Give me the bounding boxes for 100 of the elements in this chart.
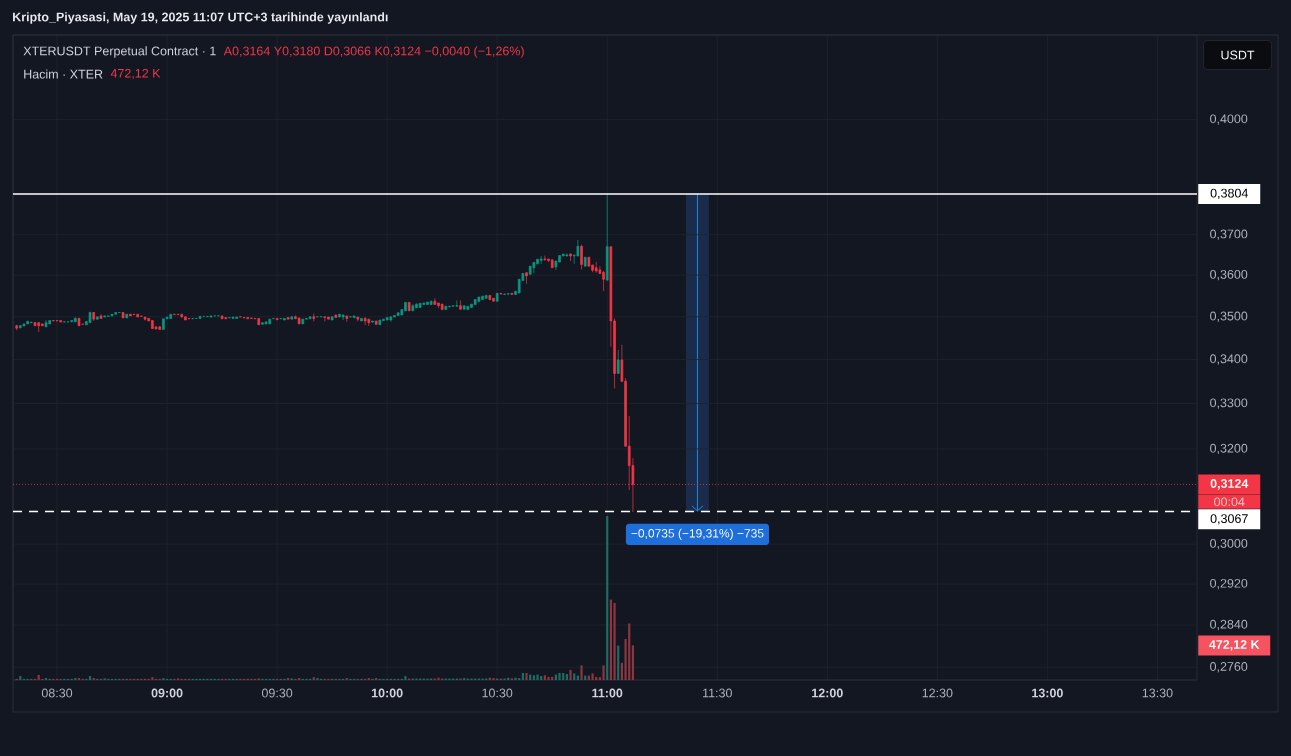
bar <box>606 516 609 680</box>
candlestick <box>99 313 103 319</box>
candlestick <box>103 315 107 318</box>
candlestick <box>275 318 279 321</box>
candlestick <box>129 313 132 317</box>
x-tick-label: 13:30 <box>1142 688 1173 698</box>
candlestick <box>367 318 371 327</box>
bar <box>514 677 517 680</box>
bar <box>151 677 154 680</box>
y-tick-label: 0,3700 <box>1210 229 1248 240</box>
text: A0,3164 Y0,3180 D0,3066 K0,3124 −0,0040 (−1,26%) <box>223 46 524 58</box>
candlestick <box>297 317 301 325</box>
y-tick-label: 0,3200 <box>1210 443 1248 455</box>
bar <box>37 674 40 680</box>
candlestick <box>308 316 312 320</box>
bar <box>631 645 635 680</box>
candlestick <box>257 318 261 326</box>
ref-line-label: 0,3067 <box>1210 514 1248 525</box>
candlestick <box>473 299 477 305</box>
y-tick-label: 0,3000 <box>1210 538 1248 550</box>
candlestick <box>235 316 239 319</box>
candlestick <box>616 349 620 374</box>
annotation: −0,0735 (−19,31%) −735 <box>631 528 764 540</box>
bar <box>628 623 631 680</box>
candlestick <box>444 305 448 310</box>
text: 00:04 <box>1214 497 1245 507</box>
candlestick <box>268 318 272 325</box>
bar <box>558 672 561 680</box>
text: XTERUSDT Perpetual Contract · 1 <box>23 46 216 58</box>
candlestick <box>569 252 572 262</box>
candlestick <box>481 295 484 300</box>
candlestick <box>30 321 33 324</box>
bar <box>525 672 528 680</box>
x-tick-label: 11:00 <box>592 688 623 698</box>
candlestick <box>528 265 532 275</box>
candlestick <box>151 320 154 329</box>
candlestick <box>484 295 488 299</box>
x-tick-label: 09:30 <box>261 688 293 698</box>
x-tick-label: 10:00 <box>371 688 403 698</box>
candlestick <box>37 321 40 333</box>
candlestick <box>352 315 356 318</box>
candlestick <box>261 322 264 325</box>
candlestick <box>539 255 543 265</box>
candlestick <box>286 317 290 320</box>
candlestick <box>323 316 327 322</box>
candlestick <box>396 312 400 316</box>
candlestick <box>371 320 374 324</box>
chart-title: Hacim · XTER <box>24 69 103 79</box>
candlestick <box>231 316 235 319</box>
bar <box>536 674 539 680</box>
candlestick <box>407 302 411 312</box>
x-tick-label: 10:30 <box>482 688 513 698</box>
candlestick <box>338 313 341 318</box>
candlestick <box>360 318 363 322</box>
candlestick <box>550 259 554 269</box>
candlestick <box>26 320 29 325</box>
bar <box>591 673 594 680</box>
candlestick <box>19 324 22 329</box>
y-tick-label: 0,2920 <box>1210 578 1248 590</box>
candlestick <box>543 255 547 261</box>
candlestick <box>488 295 492 301</box>
candlestick <box>440 303 444 310</box>
candlestick <box>74 316 77 323</box>
candlestick <box>580 244 583 270</box>
y-tick-label: 0,3300 <box>1210 398 1248 409</box>
x-tick-label: 12:30 <box>922 688 953 698</box>
candlestick <box>455 299 459 307</box>
candlestick <box>378 319 382 326</box>
candlestick <box>506 292 510 295</box>
candlestick <box>158 325 162 330</box>
candlestick <box>209 315 213 318</box>
candlestick <box>389 316 393 323</box>
candlestick <box>499 292 503 296</box>
candlestick <box>290 316 294 320</box>
candlestick <box>70 319 73 323</box>
ref-line-label: 0,3124 <box>1210 479 1249 490</box>
bar <box>404 676 407 680</box>
candlestick <box>495 292 499 302</box>
candlestick <box>59 319 62 323</box>
candlestick <box>492 297 495 302</box>
y-axis-title: USDT <box>1221 50 1255 60</box>
candlestick <box>264 321 268 325</box>
y-tick-label: 0,4000 <box>1210 114 1248 125</box>
candlestick <box>374 320 378 326</box>
candlestick <box>433 297 437 305</box>
bar <box>569 669 572 680</box>
ref-line-label: 0,3804 <box>1210 188 1248 200</box>
y-tick-label: 0,2760 <box>1210 662 1248 673</box>
y-tick-label: 0,3400 <box>1210 354 1248 365</box>
candlestick <box>363 316 367 326</box>
x-tick-label: 12:00 <box>812 688 843 698</box>
candlestick <box>143 316 147 321</box>
candlestick <box>426 301 429 305</box>
annotation: 472,12 K <box>110 68 161 80</box>
x-tick-label: 08:30 <box>41 688 73 698</box>
bar <box>613 602 616 680</box>
candlestick <box>15 324 18 331</box>
candlestick <box>169 313 173 319</box>
candlestick <box>393 315 396 318</box>
candlestick <box>327 316 330 320</box>
